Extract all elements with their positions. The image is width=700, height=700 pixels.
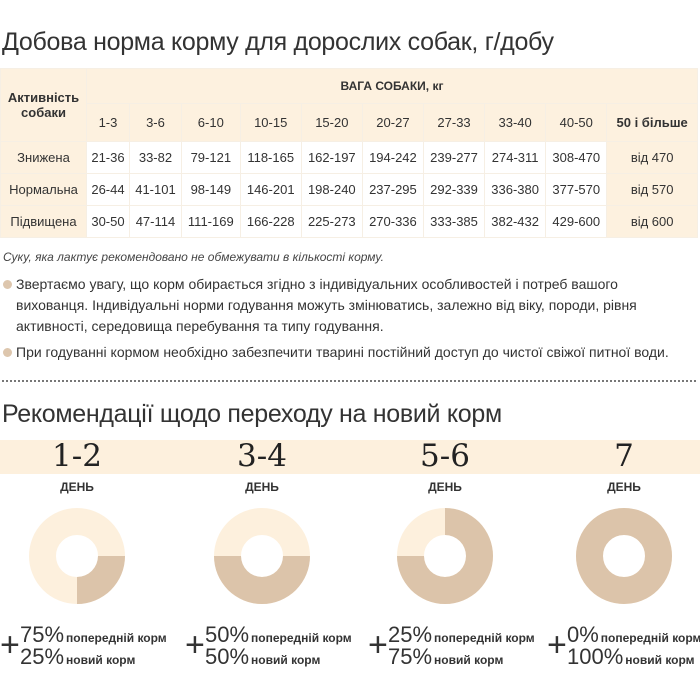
- lactation-note: Суку, яка лактує рекомендовано не обмежу…: [3, 250, 384, 264]
- table-cell: 274-311: [484, 141, 547, 174]
- weight-column-header: 1-3: [86, 103, 130, 142]
- new-food-label: новий корм: [625, 653, 695, 667]
- table-cell: 292-339: [422, 173, 486, 206]
- activity-label: Знижена: [0, 141, 87, 174]
- weight-column-header: 6-10: [180, 103, 241, 142]
- weight-header: ВАГА СОБАКИ, кг: [86, 68, 698, 104]
- feeding-table: Активність собаки ВАГА СОБАКИ, кг 1-3 3-6…: [0, 68, 698, 238]
- old-percent: 75%: [20, 622, 65, 647]
- table-cell: 41-101: [128, 173, 182, 206]
- plus-icon: +: [185, 626, 205, 664]
- new-food-segment: [576, 508, 672, 604]
- table-cell: 225-273: [300, 205, 363, 238]
- new-percent: 25%: [20, 644, 65, 669]
- table-cell: від 570: [606, 173, 698, 206]
- bullet-icon: [3, 348, 12, 357]
- day-label: ДЕНЬ: [607, 480, 641, 494]
- bullet-note: При годуванні кормом необхідно забезпечи…: [3, 342, 693, 363]
- table-cell: 79-121: [180, 141, 241, 174]
- day-range: 1-2: [52, 438, 102, 474]
- new-food-segment: [77, 556, 125, 604]
- bullet-note: Звертаємо увагу, що корм обирається згід…: [3, 274, 693, 337]
- old-percent: 50%: [205, 622, 250, 647]
- ratio-donut: [576, 508, 672, 604]
- weight-column-header: 33-40: [484, 103, 547, 142]
- day-label: ДЕНЬ: [428, 480, 462, 494]
- transition-title: Рекомендації щодо переходу на новий корм: [2, 400, 502, 428]
- table-cell: 111-169: [180, 205, 241, 238]
- table-cell: 162-197: [300, 141, 363, 174]
- table-cell: 382-432: [484, 205, 547, 238]
- table-cell: 336-380: [484, 173, 547, 206]
- weight-column-header: 10-15: [239, 103, 302, 142]
- table-cell: 270-336: [361, 205, 424, 238]
- weight-column-header: 40-50: [545, 103, 608, 142]
- weight-column-header: 27-33: [422, 103, 486, 142]
- old-food-label: попередній корм: [434, 631, 535, 645]
- table-cell: 333-385: [422, 205, 486, 238]
- table-row: Знижена 21-36 33-82 79-121 118-165 162-197 194…: [0, 141, 698, 174]
- table-cell: 146-201: [239, 173, 302, 206]
- day-range: 3-4: [237, 438, 287, 474]
- table-cell: 47-114: [128, 205, 182, 238]
- table-cell: 237-295: [361, 173, 424, 206]
- plus-icon: +: [368, 626, 388, 664]
- new-percent: 100%: [567, 644, 624, 669]
- table-cell: 118-165: [239, 141, 302, 174]
- table-row: Нормальна 26-44 41-101 98-149 146-201 198-240…: [0, 173, 698, 206]
- weight-column-header: 3-6: [128, 103, 182, 142]
- weight-column-header: 15-20: [300, 103, 363, 142]
- table-cell: 239-277: [422, 141, 486, 174]
- old-food-label: попередній корм: [251, 631, 352, 645]
- table-row: Підвищена 30-50 47-114 111-169 166-228 225-27…: [0, 205, 698, 238]
- new-food-segment: [214, 556, 310, 604]
- new-food-label: новий корм: [434, 653, 504, 667]
- day-label: ДЕНЬ: [60, 480, 94, 494]
- old-food-label: попередній корм: [600, 631, 700, 645]
- old-food-label: попередній корм: [66, 631, 167, 645]
- day-range: 7: [614, 438, 634, 474]
- table-cell: від 470: [606, 141, 698, 174]
- table-cell: 98-149: [180, 173, 241, 206]
- table-cell: від 600: [606, 205, 698, 238]
- table-cell: 26-44: [86, 173, 130, 206]
- new-percent: 50%: [205, 644, 250, 669]
- plus-icon: +: [0, 626, 20, 664]
- table-cell: 198-240: [300, 173, 363, 206]
- table-cell: 308-470: [545, 141, 608, 174]
- old-percent: 0%: [567, 622, 599, 647]
- table-cell: 429-600: [545, 205, 608, 238]
- days-band: [0, 440, 700, 474]
- table-cell: 33-82: [128, 141, 182, 174]
- table-cell: 21-36: [86, 141, 130, 174]
- bullet-icon: [3, 280, 12, 289]
- day-range: 5-6: [420, 438, 470, 474]
- weight-column-header: 20-27: [361, 103, 424, 142]
- new-percent: 75%: [388, 644, 433, 669]
- ratio-donut: [214, 508, 310, 604]
- ratio-donut: [29, 508, 125, 604]
- table-cell: 166-228: [239, 205, 302, 238]
- day-label: ДЕНЬ: [245, 480, 279, 494]
- table-cell: 30-50: [86, 205, 130, 238]
- activity-header: Активність собаки: [0, 68, 87, 142]
- old-percent: 25%: [388, 622, 433, 647]
- new-food-label: новий корм: [251, 653, 321, 667]
- table-title: Добова норма корму для дорослих собак, г…: [2, 28, 554, 56]
- table-cell: 377-570: [545, 173, 608, 206]
- weight-column-header: 50 і більше: [606, 103, 698, 142]
- divider: [2, 380, 696, 382]
- activity-label: Нормальна: [0, 173, 87, 206]
- plus-icon: +: [547, 626, 567, 664]
- new-food-segment: [397, 508, 493, 604]
- new-food-label: новий корм: [66, 653, 136, 667]
- table-cell: 194-242: [361, 141, 424, 174]
- activity-label: Підвищена: [0, 205, 87, 238]
- ratio-donut: [397, 508, 493, 604]
